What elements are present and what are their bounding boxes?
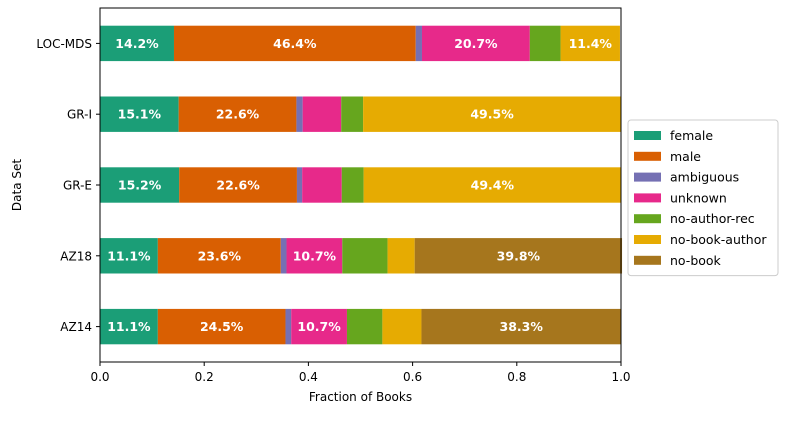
legend-box — [627, 119, 779, 277]
bar-no-book-author-LOC-MDS — [560, 25, 620, 62]
bar-ambiguous-AZ18 — [280, 238, 287, 274]
legend-swatch-no-author-rec — [634, 214, 661, 224]
x-tick-label: 0.2 — [195, 370, 214, 384]
legend-swatch-no-book — [634, 255, 661, 265]
bar-label-no-book-AZ18: 39.8% — [497, 248, 541, 263]
legend-label-no-author-rec: no-author-rec — [670, 211, 755, 226]
legend-label-no-book: no-book — [670, 253, 722, 268]
bar-label-no-book-author-GR-I: 49.5% — [470, 107, 514, 122]
bar-label-unknown-LOC-MDS: 20.7% — [454, 36, 498, 51]
bar-label-female-GR-E: 15.2% — [118, 178, 162, 193]
bar-no-book-author-AZ18 — [387, 238, 415, 274]
bar-label-female-GR-I: 15.1% — [118, 107, 162, 122]
y-axis: LOC-MDS GR-I GR-E AZ18 AZ14 — [36, 37, 100, 334]
x-tick-label: 0.4 — [299, 370, 318, 384]
bar-label-no-book-author-LOC-MDS: 11.4% — [569, 36, 613, 51]
bar-no-author-rec-LOC-MDS — [529, 25, 561, 62]
bar-no-book-author-AZ14 — [382, 308, 422, 345]
x-tick-label: 0.0 — [90, 370, 109, 384]
legend-swatch-male — [634, 151, 661, 161]
bar-label-no-book-author-GR-E: 49.4% — [471, 178, 515, 193]
bar-no-author-rec-GR-E — [341, 167, 364, 203]
bar-label-no-book-AZ14: 38.3% — [500, 319, 544, 334]
y-tick-label: AZ18 — [60, 249, 92, 263]
x-axis-label: Fraction of Books — [309, 390, 412, 404]
bar-unknown-LOC-MDS — [421, 25, 530, 62]
legend-label-no-book-author: no-book-author — [670, 232, 767, 247]
bar-female-GR-I — [100, 96, 179, 132]
bar-ambiguous-LOC-MDS — [415, 25, 422, 62]
bar-unknown-AZ18 — [286, 238, 343, 274]
legend: female male ambiguous unknown no-author-rec n… — [627, 119, 779, 277]
legend-swatch-unknown — [634, 193, 661, 203]
bar-unknown-AZ14 — [291, 308, 347, 345]
y-tick-label: AZ14 — [60, 320, 92, 334]
bar-label-male-GR-E: 22.6% — [216, 178, 260, 193]
legend-swatch-ambiguous — [634, 172, 661, 182]
bar-no-author-rec-GR-I — [341, 96, 364, 132]
bar-label-female-AZ14: 11.1% — [107, 319, 151, 334]
bar-no-author-rec-AZ18 — [342, 238, 388, 274]
plot-frame — [99, 7, 622, 363]
y-tick-label: GR-E — [63, 179, 92, 193]
x-axis: 0.0 0.2 0.4 0.6 0.8 1.0 — [90, 362, 631, 384]
bar-male-AZ18 — [157, 238, 281, 274]
bar-male-GR-E — [179, 167, 297, 203]
bar-label-male-GR-I: 22.6% — [216, 107, 260, 122]
legend-label-unknown: unknown — [670, 190, 727, 205]
x-tick-label: 1.0 — [611, 370, 630, 384]
bar-female-AZ18 — [100, 238, 158, 274]
bar-ambiguous-GR-I — [296, 96, 303, 132]
bar-no-author-rec-AZ14 — [346, 308, 383, 345]
y-axis-label: Data Set — [10, 159, 24, 211]
bar-label-female-LOC-MDS: 14.2% — [115, 36, 159, 51]
legend-label-ambiguous: ambiguous — [670, 170, 739, 185]
bar-female-AZ14 — [100, 308, 158, 345]
bar-no-book-AZ18 — [414, 238, 623, 274]
legend-swatch-no-book-author — [634, 235, 661, 244]
bar-label-male-LOC-MDS: 46.4% — [273, 36, 317, 51]
x-tick-label: 0.6 — [403, 370, 422, 384]
y-tick-label: LOC-MDS — [36, 37, 92, 51]
bar-no-book-AZ14 — [421, 308, 621, 345]
legend-label-female: female — [670, 128, 713, 143]
bar-unknown-GR-I — [302, 96, 342, 132]
bar-label-male-AZ14: 24.5% — [200, 319, 244, 334]
bar-male-LOC-MDS — [173, 25, 416, 62]
bar-female-GR-E — [100, 167, 180, 203]
bar-male-AZ14 — [157, 308, 286, 345]
bar-no-book-author-GR-I — [363, 96, 621, 132]
legend-swatch-female — [634, 131, 661, 140]
bar-female-LOC-MDS — [100, 25, 174, 62]
bar-no-book-author-GR-E — [363, 167, 621, 203]
bar-unknown-GR-E — [302, 167, 342, 203]
bar-label-unknown-AZ14: 10.7% — [297, 319, 341, 334]
legend-label-male: male — [670, 149, 701, 164]
y-tick-label: GR-I — [67, 108, 92, 122]
bar-ambiguous-AZ14 — [285, 308, 292, 345]
x-tick-label: 0.8 — [507, 370, 526, 384]
bar-label-female-AZ18: 11.1% — [107, 248, 151, 263]
bar-label-male-AZ18: 23.6% — [198, 248, 242, 263]
bar-ambiguous-GR-E — [296, 167, 303, 203]
bar-label-unknown-AZ18: 10.7% — [293, 248, 337, 263]
bars-group: 14.2% 46.4% 20.7% 11.4% 15.1% 22.6% 49.5% 15.2%… — [100, 25, 623, 345]
bar-male-GR-I — [178, 96, 297, 132]
